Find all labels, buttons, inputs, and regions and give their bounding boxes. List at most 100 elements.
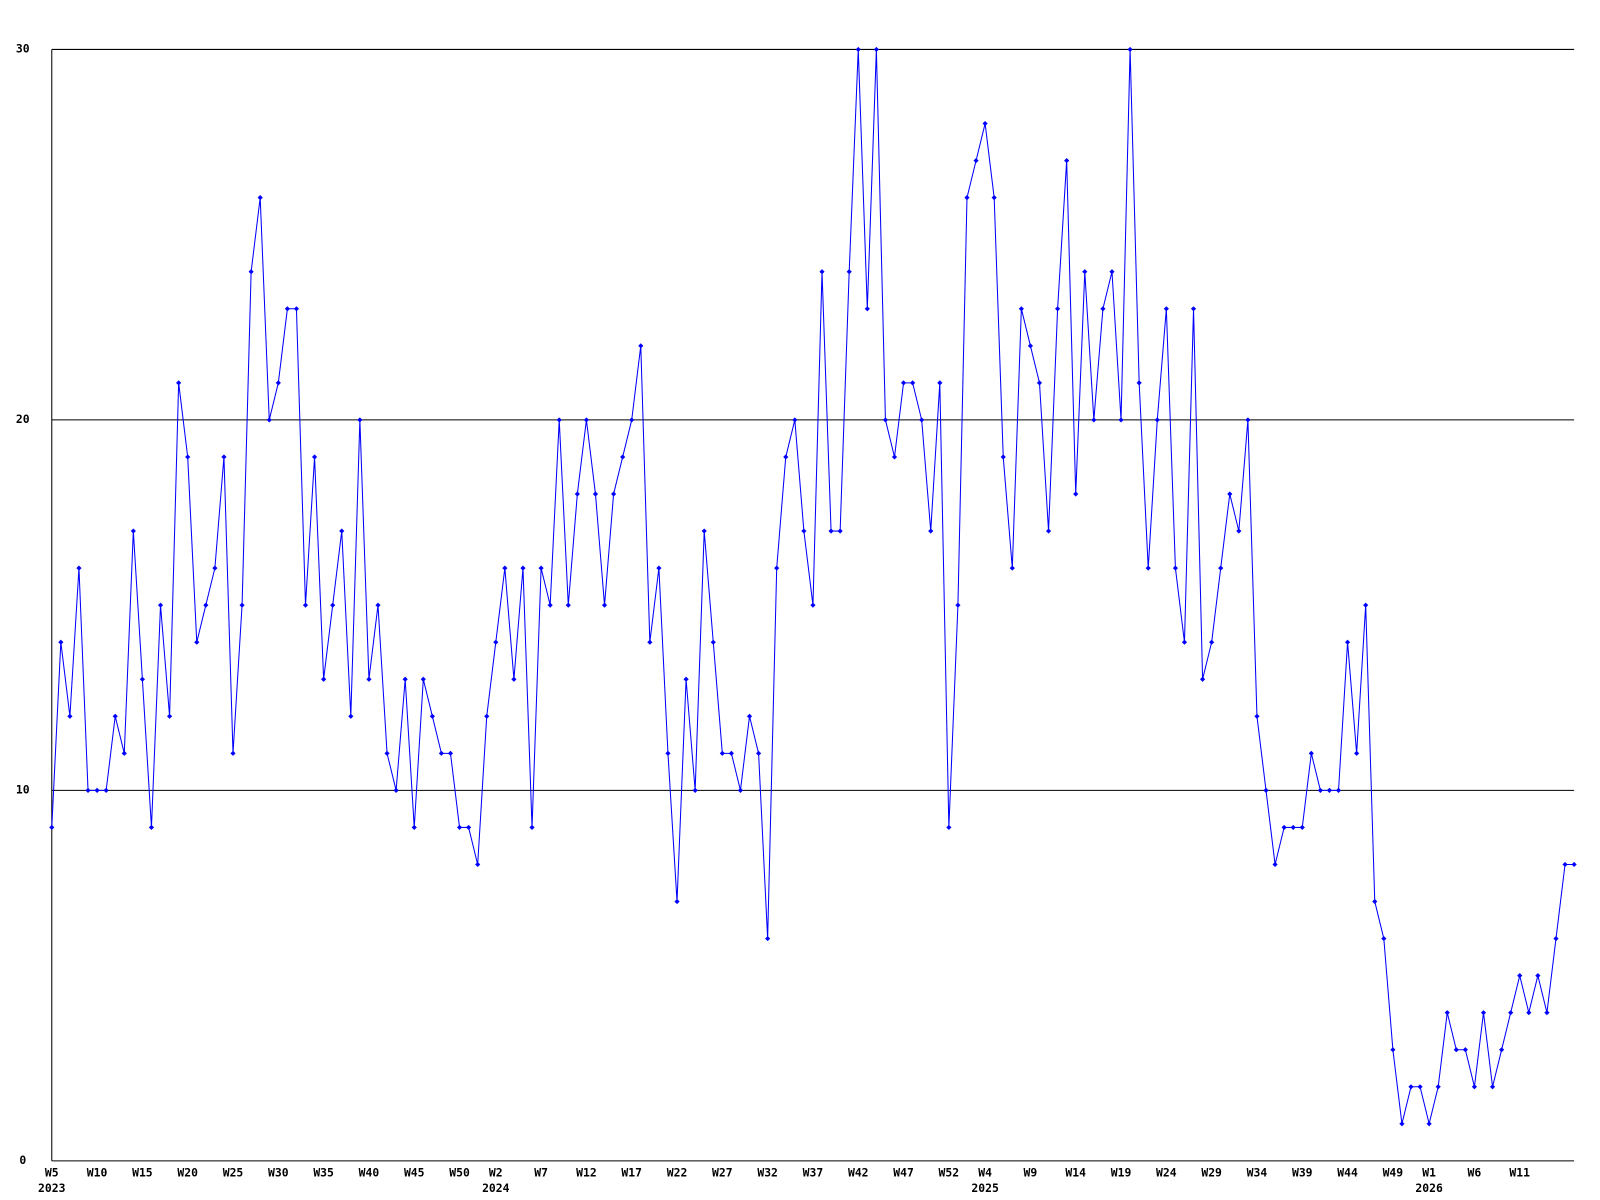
data-point: [538, 565, 544, 571]
x-tick-label: W12: [576, 1165, 597, 1179]
data-point: [1018, 306, 1024, 312]
data-point: [1073, 491, 1079, 497]
data-point: [76, 565, 82, 571]
y-tick-label: 20: [16, 412, 30, 426]
data-point: [1499, 1047, 1505, 1053]
data-point: [49, 824, 55, 831]
data-point: [746, 713, 753, 719]
data-point: [94, 787, 100, 793]
data-point: [1154, 417, 1160, 423]
data-point: [85, 787, 91, 793]
data-point: [1272, 861, 1278, 868]
data-point: [1335, 787, 1342, 793]
data-point: [583, 417, 589, 423]
data-point: [1118, 417, 1124, 423]
data-point: [1408, 1084, 1414, 1090]
data-point: [194, 639, 200, 645]
data-point: [629, 417, 635, 423]
y-tick-label: 30: [16, 42, 30, 56]
data-point: [1444, 1010, 1450, 1016]
data-point: [1263, 787, 1269, 793]
data-point: [284, 306, 290, 312]
x-year-label: 2025: [971, 1181, 999, 1195]
data-point: [375, 602, 381, 608]
data-point: [275, 380, 281, 386]
x-tick-label: W22: [667, 1165, 688, 1179]
data-point: [1508, 1010, 1514, 1016]
data-point: [1299, 824, 1305, 831]
data-point: [1471, 1084, 1478, 1090]
data-point: [910, 380, 916, 386]
data-point: [1562, 861, 1568, 868]
data-point: [1326, 787, 1333, 793]
data-point: [429, 713, 435, 719]
data-point: [1082, 269, 1088, 275]
data-point: [1526, 1010, 1532, 1016]
data-point: [221, 454, 227, 460]
data-point: [1363, 602, 1369, 608]
data-point: [1091, 417, 1097, 423]
data-point: [1127, 46, 1133, 53]
x-tick-label: W35: [313, 1165, 334, 1179]
data-point: [520, 565, 526, 571]
data-point: [1317, 787, 1323, 793]
data-point: [574, 491, 580, 497]
data-point: [1462, 1047, 1468, 1053]
data-point: [339, 528, 345, 534]
data-point: [692, 787, 698, 793]
x-tick-label: W1: [1422, 1165, 1436, 1179]
x-tick-label: W2: [489, 1165, 503, 1179]
data-point: [121, 750, 127, 756]
data-point: [1535, 973, 1541, 979]
data-point: [900, 380, 907, 386]
data-point: [565, 602, 571, 608]
data-point: [928, 528, 934, 534]
data-point: [484, 713, 490, 719]
x-year-label: 2023: [38, 1181, 66, 1195]
data-point: [801, 528, 807, 534]
y-tick-label: 0: [19, 1153, 26, 1167]
data-point: [384, 750, 390, 756]
data-point: [411, 824, 417, 831]
data-point: [647, 639, 653, 645]
data-point: [466, 824, 472, 831]
data-point: [1236, 528, 1242, 534]
data-point: [1045, 528, 1052, 534]
data-point: [302, 602, 309, 608]
data-point: [311, 454, 318, 460]
data-point: [611, 491, 617, 497]
data-point: [212, 565, 218, 571]
x-tick-label: W42: [848, 1165, 869, 1179]
data-point: [493, 639, 499, 645]
data-point: [1145, 565, 1151, 571]
data-point: [112, 713, 118, 719]
data-point: [1254, 713, 1260, 719]
data-point: [1172, 565, 1178, 571]
data-point: [1055, 306, 1061, 312]
x-tick-label: W30: [268, 1165, 289, 1179]
data-point: [1064, 158, 1070, 164]
x-tick-label: W52: [939, 1165, 960, 1179]
data-point: [130, 528, 136, 534]
data-point: [1245, 417, 1251, 423]
data-point: [937, 380, 943, 386]
data-point: [855, 46, 861, 53]
x-tick-label: W47: [893, 1165, 914, 1179]
x-tick-label: W29: [1201, 1165, 1222, 1179]
x-tick-label: W44: [1337, 1165, 1358, 1179]
data-point: [592, 491, 599, 497]
x-tick-label: W34: [1247, 1165, 1268, 1179]
data-point: [1027, 343, 1034, 349]
data-point: [837, 528, 843, 534]
data-point: [1344, 639, 1351, 645]
data-point: [665, 750, 671, 756]
data-point: [58, 639, 64, 645]
data-point: [1426, 1121, 1432, 1127]
x-tick-label: W7: [534, 1165, 548, 1179]
data-point: [765, 936, 771, 942]
data-point: [157, 602, 164, 608]
data-point: [239, 602, 245, 608]
data-point: [919, 417, 925, 423]
data-point: [248, 269, 254, 275]
